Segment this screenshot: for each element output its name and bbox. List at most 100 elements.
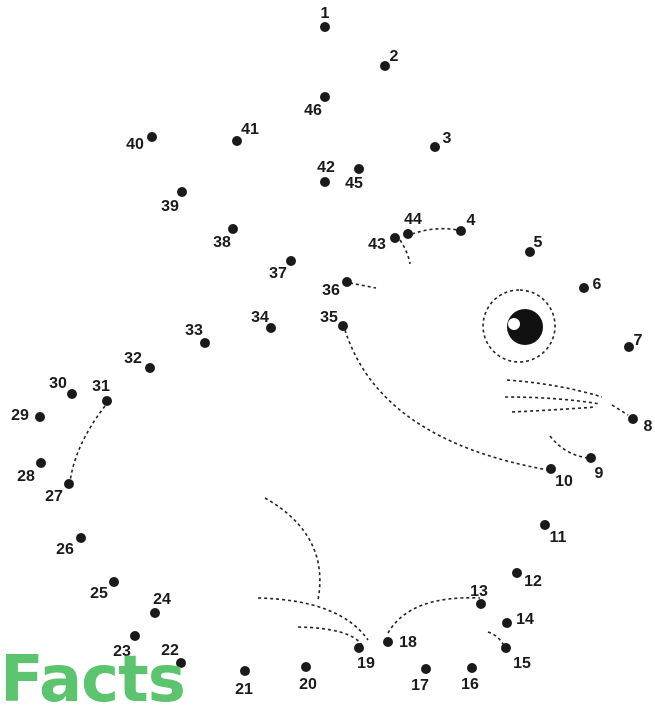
dot-number-label: 40 [126, 136, 144, 153]
whisker-line-1 [506, 379, 603, 398]
puzzle-dot-8: 8 [628, 414, 653, 435]
puzzle-dot-29: 29 [11, 407, 45, 424]
dot-marker [286, 256, 296, 266]
puzzle-dot-40: 40 [126, 132, 157, 153]
puzzle-dot-41: 41 [232, 121, 259, 146]
dot-number-label: 2 [390, 48, 399, 65]
dot-number-label: 18 [399, 634, 417, 651]
dot-number-label: 28 [17, 468, 35, 485]
dot-number-label: 26 [56, 541, 74, 558]
foot-line-1 [387, 596, 481, 634]
dot-marker [501, 643, 511, 653]
dot-number-label: 11 [550, 529, 567, 546]
eye-pupil [507, 309, 543, 345]
puzzle-dot-35: 35 [320, 309, 348, 331]
cheek-line [611, 404, 629, 416]
dot-marker [320, 22, 330, 32]
dot-number-label: 21 [235, 681, 253, 698]
dot-number-label: 29 [11, 407, 29, 424]
dot-number-label: 44 [404, 211, 422, 228]
dot-marker [525, 247, 535, 257]
dot-number-label: 43 [368, 236, 386, 253]
puzzle-dot-39: 39 [161, 187, 187, 215]
dot-marker [67, 389, 77, 399]
dot-marker [240, 666, 250, 676]
dot-number-label: 35 [320, 309, 338, 326]
dot-marker [176, 658, 186, 668]
dot-number-label: 9 [595, 465, 604, 482]
dot-marker [150, 608, 160, 618]
puzzle-dot-43: 43 [368, 233, 400, 253]
puzzle-dot-19: 19 [354, 643, 375, 672]
puzzle-dot-25: 25 [90, 577, 119, 602]
puzzle-dot-17: 17 [411, 664, 431, 694]
leg-line-1 [257, 597, 369, 641]
dot-number-label: 42 [317, 159, 335, 176]
dot-number-label: 37 [269, 265, 287, 282]
tuft-line [349, 282, 377, 289]
dot-marker [232, 136, 242, 146]
puzzle-dot-30: 30 [49, 375, 77, 399]
dot-marker [467, 663, 477, 673]
dot-marker [380, 61, 390, 71]
puzzle-dot-20: 20 [299, 662, 317, 693]
puzzle-dot-4: 4 [456, 212, 476, 236]
dot-marker [502, 618, 512, 628]
puzzle-dot-46: 46 [304, 92, 330, 119]
dot-number-label: 20 [299, 676, 317, 693]
dot-marker [36, 458, 46, 468]
dot-marker [177, 187, 187, 197]
dot-marker [342, 277, 352, 287]
brow-tail-line [399, 239, 411, 265]
brand-wordmark: Facts [0, 643, 186, 717]
puzzle-dot-37: 37 [269, 256, 296, 282]
puzzle-dot-12: 12 [512, 568, 542, 590]
dot-number-label: 45 [345, 175, 363, 192]
dot-marker [579, 283, 589, 293]
puzzle-dot-7: 7 [624, 332, 643, 352]
dot-number-label: 32 [124, 350, 142, 367]
puzzle-dot-36: 36 [322, 277, 352, 299]
dot-number-label: 14 [516, 611, 534, 628]
dot-marker [145, 363, 155, 373]
dot-marker [546, 464, 556, 474]
dot-number-label: 6 [593, 276, 602, 293]
dot-marker [35, 412, 45, 422]
dot-marker [512, 568, 522, 578]
dot-marker [109, 577, 119, 587]
dot-number-label: 5 [534, 234, 543, 251]
dot-number-label: 8 [644, 418, 653, 435]
dot-marker [628, 414, 638, 424]
dot-number-label: 38 [213, 234, 231, 251]
puzzle-dot-18: 18 [383, 634, 417, 651]
dot-number-label: 19 [357, 655, 375, 672]
dot-number-label: 34 [251, 309, 269, 326]
dot-number-label: 12 [524, 573, 542, 590]
dot-marker [102, 396, 112, 406]
puzzle-dot-14: 14 [502, 611, 534, 628]
dot-number-label: 36 [322, 282, 340, 299]
dot-marker [540, 520, 550, 530]
puzzle-dot-45: 45 [345, 164, 364, 192]
dot-number-label: 15 [513, 655, 531, 672]
dot-marker [338, 321, 348, 331]
dot-marker [266, 323, 276, 333]
puzzle-dot-5: 5 [525, 234, 543, 257]
dot-to-dot-puzzle: 1234567891011121314151617181920212223242… [11, 5, 652, 698]
dot-marker [130, 631, 140, 641]
dot-number-label: 25 [90, 585, 108, 602]
brow-line [411, 227, 459, 235]
eye-highlight [508, 318, 520, 330]
puzzle-dot-16: 16 [461, 663, 479, 693]
numbered-dots: 1234567891011121314151617181920212223242… [11, 5, 652, 698]
puzzle-dot-34: 34 [251, 309, 276, 333]
chin-line [549, 435, 589, 459]
puzzle-dot-38: 38 [213, 224, 238, 251]
puzzle-dot-28: 28 [17, 458, 46, 485]
dot-number-label: 46 [304, 102, 322, 119]
dot-number-label: 4 [467, 212, 476, 229]
dot-number-label: 1 [321, 5, 330, 22]
dot-number-label: 16 [461, 676, 479, 693]
puzzle-dot-27: 27 [45, 479, 74, 505]
dot-marker [301, 662, 311, 672]
